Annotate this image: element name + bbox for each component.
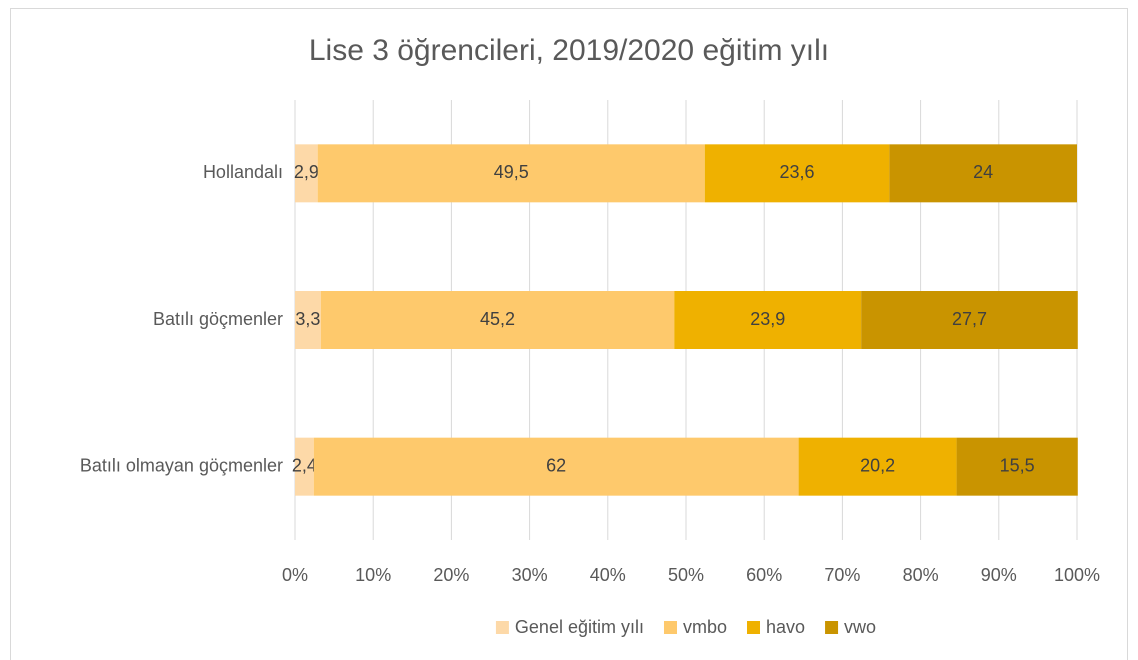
legend-swatch	[747, 621, 761, 634]
bar-segment	[798, 437, 957, 496]
y-tick-label: Batılı olmayan göçmenler	[80, 455, 283, 475]
x-tick-label: 90%	[981, 565, 1017, 585]
x-tick-label: 30%	[512, 565, 548, 585]
legend-swatch	[825, 621, 839, 634]
data-label: 2,4	[292, 455, 317, 475]
x-tick-label: 60%	[746, 565, 782, 585]
bar-segment	[320, 291, 675, 349]
legend-label: vwo	[844, 617, 876, 637]
chart-title: Lise 3 öğrencileri, 2019/2020 eğitim yıl…	[309, 34, 829, 67]
bar-segment	[295, 291, 321, 349]
bar-segment	[704, 144, 890, 203]
y-tick-label: Hollandalı	[203, 162, 283, 182]
bar-segment	[295, 437, 314, 496]
data-label: 3,3	[295, 309, 320, 329]
data-label: 20,2	[860, 455, 895, 475]
legend-swatch	[663, 621, 677, 634]
legend-label: Genel eğitim yılı	[515, 617, 644, 637]
data-label: 23,6	[780, 162, 815, 182]
data-label: 45,2	[480, 309, 515, 329]
x-tick-label: 70%	[824, 565, 860, 585]
bar-segment	[295, 144, 318, 203]
x-tick-label: 40%	[590, 565, 626, 585]
data-label: 15,5	[1000, 455, 1035, 475]
bar-segment	[956, 437, 1078, 496]
x-tick-label: 20%	[433, 565, 469, 585]
bar-segment	[313, 437, 799, 496]
x-tick-label: 100%	[1054, 565, 1100, 585]
legend-swatch	[495, 621, 509, 634]
x-tick-label: 10%	[355, 565, 391, 585]
data-label: 49,5	[494, 162, 529, 182]
y-tick-label: Batılı göçmenler	[153, 309, 283, 329]
x-tick-label: 50%	[668, 565, 704, 585]
data-label: 23,9	[750, 309, 785, 329]
bar-segment	[317, 144, 705, 203]
data-label: 24	[973, 162, 993, 182]
bar-segment	[674, 291, 862, 349]
data-label: 2,9	[294, 162, 319, 182]
bar-segment	[861, 291, 1078, 349]
data-label: 62	[546, 455, 566, 475]
data-label: 27,7	[952, 309, 987, 329]
legend-label: vmbo	[683, 617, 727, 637]
x-tick-label: 0%	[282, 565, 308, 585]
legend-label: havo	[766, 617, 805, 637]
bar-segment	[889, 144, 1077, 203]
x-tick-label: 80%	[903, 565, 939, 585]
